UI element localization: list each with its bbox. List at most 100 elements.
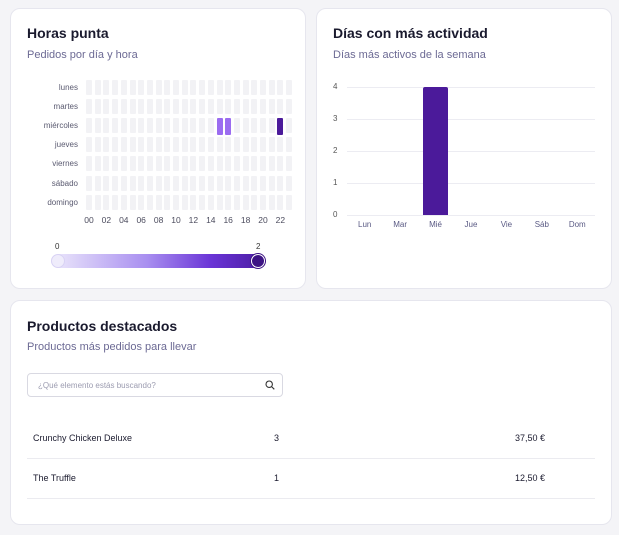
- heatmap-cell[interactable]: [216, 137, 223, 153]
- heatmap-cell[interactable]: [181, 175, 188, 191]
- heatmap-cell[interactable]: [251, 118, 258, 134]
- heatmap-cell[interactable]: [138, 137, 145, 153]
- heatmap-cell[interactable]: [277, 137, 284, 153]
- heatmap-cell[interactable]: [260, 194, 266, 210]
- heatmap-cell[interactable]: [112, 194, 119, 210]
- heatmap-cell[interactable]: [181, 137, 188, 153]
- heatmap-cell[interactable]: [173, 175, 179, 191]
- heatmap-cell[interactable]: [164, 118, 171, 134]
- heatmap-cell[interactable]: [207, 80, 214, 95]
- heatmap-cell[interactable]: [155, 175, 162, 191]
- product-row[interactable]: Crunchy Chicken Deluxe 3 37,50 €: [27, 419, 595, 459]
- heatmap-cell[interactable]: [242, 194, 249, 210]
- heatmap-cell[interactable]: [155, 137, 162, 153]
- product-search-input[interactable]: [28, 374, 253, 396]
- heatmap-cell[interactable]: [233, 175, 240, 191]
- heatmap-cell[interactable]: [120, 194, 127, 210]
- heatmap-cell[interactable]: [260, 175, 266, 191]
- heatmap-cell[interactable]: [181, 118, 188, 134]
- heatmap-cell[interactable]: [146, 118, 153, 134]
- heatmap-cell[interactable]: [173, 99, 179, 115]
- heatmap-cell[interactable]: [207, 137, 214, 153]
- heatmap-cell[interactable]: [242, 99, 249, 115]
- heatmap-cell[interactable]: [164, 137, 171, 153]
- heatmap-cell[interactable]: [251, 137, 258, 153]
- heatmap-cell[interactable]: [129, 118, 136, 134]
- search-icon[interactable]: [265, 380, 275, 390]
- heatmap-cell[interactable]: [233, 99, 240, 115]
- heatmap-cell[interactable]: [103, 156, 110, 172]
- heatmap-cell[interactable]: [129, 80, 136, 95]
- heatmap-cell[interactable]: [155, 99, 162, 115]
- heatmap-cell[interactable]: [225, 175, 232, 191]
- heatmap-cell[interactable]: [216, 80, 223, 95]
- heatmap-cell[interactable]: [286, 175, 293, 191]
- heatmap-cell[interactable]: [138, 118, 145, 134]
- heatmap-cell[interactable]: [190, 118, 197, 134]
- heatmap-cell[interactable]: [181, 80, 188, 95]
- heatmap-cell[interactable]: [129, 156, 136, 172]
- heatmap-cell[interactable]: [103, 137, 110, 153]
- heatmap-cell[interactable]: [233, 118, 240, 134]
- heatmap-cell[interactable]: [155, 156, 162, 172]
- heatmap-cell[interactable]: [286, 118, 293, 134]
- heatmap-cell[interactable]: [207, 156, 214, 172]
- heatmap-cell[interactable]: [199, 80, 206, 95]
- heatmap-cell[interactable]: [207, 118, 214, 134]
- heatmap-cell[interactable]: [268, 175, 275, 191]
- heatmap-cell[interactable]: [216, 99, 223, 115]
- heatmap-cell[interactable]: [94, 118, 101, 134]
- heatmap-cell[interactable]: [164, 156, 171, 172]
- heatmap-cell[interactable]: [164, 175, 171, 191]
- heatmap-cell[interactable]: [233, 194, 240, 210]
- heatmap-cell[interactable]: [277, 80, 284, 95]
- heatmap-cell[interactable]: [86, 175, 92, 191]
- heatmap-cell[interactable]: [242, 80, 249, 95]
- heatmap-cell[interactable]: [146, 137, 153, 153]
- heatmap-cell[interactable]: [129, 137, 136, 153]
- heatmap-cell[interactable]: [181, 99, 188, 115]
- heatmap-cell[interactable]: [120, 137, 127, 153]
- heatmap-cell[interactable]: [86, 118, 92, 134]
- heatmap-cell[interactable]: [94, 194, 101, 210]
- heatmap-cell[interactable]: [138, 175, 145, 191]
- heatmap-cell[interactable]: [260, 80, 266, 95]
- heatmap-cell[interactable]: [242, 156, 249, 172]
- heatmap-cell[interactable]: [251, 194, 258, 210]
- heatmap-cell[interactable]: [86, 194, 92, 210]
- heatmap-cell[interactable]: [242, 137, 249, 153]
- heatmap-cell[interactable]: [86, 137, 92, 153]
- heatmap-cell[interactable]: [181, 156, 188, 172]
- heatmap-cell[interactable]: [103, 118, 110, 134]
- heatmap-cell[interactable]: [173, 80, 179, 95]
- heatmap-cell[interactable]: [277, 194, 284, 210]
- product-row[interactable]: The Truffle 1 12,50 €: [27, 459, 595, 499]
- heatmap-cell[interactable]: [260, 156, 266, 172]
- heatmap-cell[interactable]: [260, 137, 266, 153]
- heatmap-cell[interactable]: [216, 194, 223, 210]
- heatmap-cell[interactable]: [268, 156, 275, 172]
- heatmap-cell[interactable]: [225, 80, 232, 95]
- heatmap-cell[interactable]: [207, 99, 214, 115]
- heatmap-cell[interactable]: [190, 175, 197, 191]
- heatmap-cell[interactable]: [199, 156, 206, 172]
- heatmap-cell[interactable]: [146, 194, 153, 210]
- heatmap-cell[interactable]: [190, 156, 197, 172]
- heatmap-cell[interactable]: [112, 175, 119, 191]
- heatmap-cell[interactable]: [129, 99, 136, 115]
- heatmap-cell[interactable]: [268, 137, 275, 153]
- heatmap-cell[interactable]: [207, 194, 214, 210]
- heatmap-cell[interactable]: [225, 194, 232, 210]
- heatmap-cell[interactable]: [103, 175, 110, 191]
- heatmap-cell[interactable]: [251, 80, 258, 95]
- heatmap-cell[interactable]: [216, 156, 223, 172]
- heatmap-cell[interactable]: [225, 156, 232, 172]
- heatmap-cell[interactable]: [268, 99, 275, 115]
- heatmap-cell[interactable]: [207, 175, 214, 191]
- heatmap-cell[interactable]: [233, 156, 240, 172]
- heatmap-cell[interactable]: [129, 175, 136, 191]
- heatmap-cell[interactable]: [86, 80, 92, 95]
- heatmap-cell[interactable]: [112, 80, 119, 95]
- heatmap-cell[interactable]: [199, 194, 206, 210]
- heatmap-cell[interactable]: [120, 118, 127, 134]
